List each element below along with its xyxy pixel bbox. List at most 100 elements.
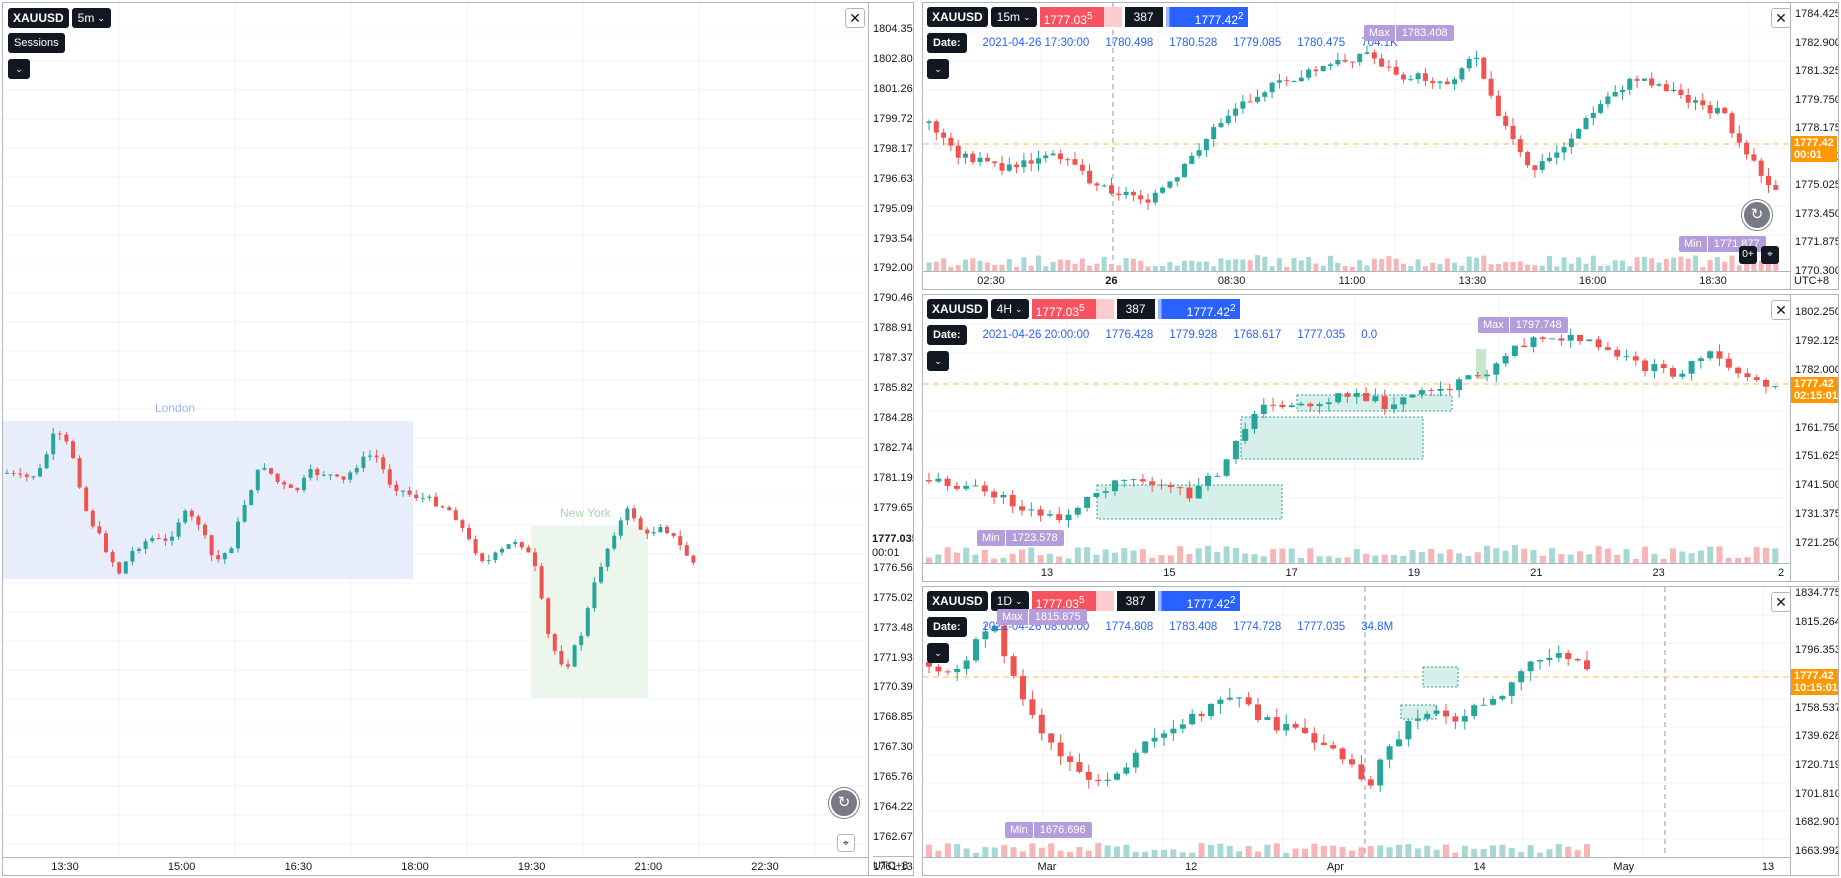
volume-bar	[1264, 844, 1271, 859]
volume-bar	[1198, 843, 1205, 859]
timezone-label[interactable]: UTC+8	[873, 856, 913, 872]
buy-button[interactable]: 1777.422	[1157, 299, 1240, 319]
candle	[1247, 101, 1253, 103]
volume-bar	[1057, 259, 1063, 273]
session-label-london: London	[155, 401, 196, 415]
volume-bar	[1499, 844, 1506, 859]
expand-chevron-button[interactable]: ⌄	[927, 351, 949, 371]
price-tag-value: 1777.42	[1794, 137, 1834, 149]
volume-bar	[1306, 256, 1312, 273]
candle	[1316, 404, 1323, 407]
autoscale-icon[interactable]: ⌖	[837, 834, 855, 852]
buy-button[interactable]: 1777.422	[1165, 7, 1248, 27]
zoom-button[interactable]: 0+	[1739, 246, 1757, 264]
candle	[1527, 661, 1534, 672]
reset-scale-icon[interactable]: ↻	[829, 788, 859, 818]
candle	[387, 469, 392, 485]
close-chart-button[interactable]: ✕	[1771, 300, 1790, 320]
volume-bar	[1179, 852, 1186, 859]
symbol-label[interactable]: XAUUSD	[927, 299, 988, 319]
mid-price-scale[interactable]: 1802.2501792.1251782.0001771.8751761.750…	[1791, 294, 1839, 582]
price-tick: 1795.090	[873, 202, 913, 215]
candle	[1236, 697, 1243, 699]
symbol-label[interactable]: XAUUSD	[927, 7, 988, 27]
candle	[926, 480, 932, 482]
volume-bar	[1307, 548, 1314, 565]
candle	[1255, 704, 1261, 720]
top-time-axis[interactable]: 02:30 26 08:30 11:00 13:30 16:00 18:30	[923, 271, 1790, 289]
bot-price-scale[interactable]: 1834.7751815.2641796.3531777.4421758.537…	[1791, 586, 1839, 876]
sell-button[interactable]: 1777.035	[1039, 7, 1122, 27]
candle	[1685, 94, 1691, 103]
candle	[90, 510, 95, 527]
timeframe-dropdown[interactable]: 1D ⌄	[990, 591, 1029, 611]
candle	[1251, 413, 1258, 429]
bot-time-axis[interactable]: Mar 12 Apr 14 May 13	[923, 857, 1790, 875]
candle	[1170, 728, 1177, 734]
candle	[1132, 752, 1139, 768]
left-time-axis[interactable]: 13:30 15:00 16:30 18:00 19:30 21:00 22:30	[3, 857, 868, 875]
timeframe-dropdown[interactable]: 15m ⌄	[990, 7, 1037, 27]
left-chart-pane[interactable]: XAUUSD 5m ⌄ Sessions ⌄ ✕ London New York …	[2, 2, 869, 876]
timeframe-dropdown[interactable]: 4H ⌄	[990, 299, 1029, 319]
bot-chart-canvas[interactable]	[923, 587, 1791, 876]
candle	[196, 516, 201, 525]
autoscale-icon[interactable]: ⌖	[1761, 246, 1779, 264]
candle	[1335, 59, 1341, 65]
expand-chevron-button[interactable]: ⌄	[927, 643, 949, 663]
volume-bar	[1208, 844, 1214, 859]
candle	[1377, 759, 1384, 786]
timeframe-dropdown[interactable]: 5m ⌄	[71, 8, 111, 28]
expand-chevron-button[interactable]: ⌄	[8, 59, 30, 79]
candle	[77, 458, 82, 488]
candle	[1459, 68, 1465, 80]
candle	[1067, 756, 1073, 762]
left-price-scale[interactable]: 1804.351 1802.808 1801.264 1799.721 1798.177…	[869, 2, 914, 876]
sell-button[interactable]: 1777.035	[1031, 591, 1114, 611]
mid-chart-canvas[interactable]	[923, 295, 1791, 582]
timeframe-label: 15m	[996, 10, 1021, 24]
volume-bar	[1101, 256, 1107, 273]
sessions-button[interactable]: Sessions	[8, 33, 65, 53]
time-tick: Mar	[1037, 861, 1057, 873]
volume-bar	[1424, 845, 1431, 859]
mid-chart-pane[interactable]: XAUUSD 4H ⌄ 1777.035 387 1777.422 Date: 2…	[922, 294, 1791, 582]
volume-bar	[1279, 548, 1286, 565]
left-chart-canvas[interactable]	[3, 3, 869, 876]
chevron-down-icon: ⌄	[934, 64, 942, 74]
timezone-label[interactable]: UTC+8	[1794, 275, 1830, 287]
close-chart-button[interactable]: ✕	[1771, 592, 1790, 612]
volume-bar	[1430, 262, 1436, 273]
symbol-label[interactable]: XAUUSD	[927, 591, 988, 611]
top-chart-canvas[interactable]	[923, 3, 1791, 290]
symbol-label[interactable]: XAUUSD	[8, 8, 69, 28]
expand-chevron-button[interactable]: ⌄	[927, 59, 949, 79]
volume-bar	[1471, 848, 1478, 859]
price-tag-value: 1777.42	[1794, 378, 1834, 390]
volume-bar	[1330, 845, 1337, 859]
volume-bar	[1493, 548, 1500, 565]
candle	[242, 505, 247, 522]
close-chart-button[interactable]: ✕	[845, 8, 865, 28]
price-tick: 1773.481	[873, 621, 913, 634]
candle	[1177, 487, 1184, 489]
mid-time-axis[interactable]: 13 15 17 19 21 23 2	[923, 563, 1790, 581]
volume-bar	[1372, 555, 1379, 565]
candle	[1269, 82, 1275, 93]
close-chart-button[interactable]: ✕	[1771, 8, 1790, 28]
volume-bar	[1000, 557, 1007, 565]
top-chart-pane[interactable]: XAUUSD 15m ⌄ 1777.035 387 1777.422 Date: …	[922, 2, 1791, 290]
bot-chart-pane[interactable]: XAUUSD 1D ⌄ 1777.035 387 1777.422 Date: 2…	[922, 586, 1791, 876]
volume-bar	[1576, 257, 1582, 273]
candle	[1729, 113, 1735, 134]
sell-button[interactable]: 1777.035	[1031, 299, 1114, 319]
top-price-scale[interactable]: 1784.425 1782.900 1781.325 1779.750 1778.175…	[1791, 2, 1839, 290]
buy-button[interactable]: 1777.422	[1157, 591, 1240, 611]
min-value: 1723.578	[1011, 532, 1058, 544]
volume-bar	[1396, 844, 1402, 859]
time-tick: 21	[1530, 567, 1543, 579]
volume-bar	[1283, 852, 1290, 859]
reset-scale-icon[interactable]: ↻	[1742, 200, 1772, 230]
candle	[1612, 91, 1618, 97]
candle	[302, 477, 306, 491]
